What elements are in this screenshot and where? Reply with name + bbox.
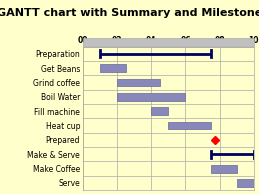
Bar [83, 61, 254, 75]
Bar [151, 107, 168, 115]
Bar [83, 161, 254, 176]
Bar [168, 122, 211, 129]
Bar [83, 75, 254, 90]
Bar [117, 93, 185, 101]
Bar [211, 165, 237, 172]
Bar [83, 176, 254, 190]
Bar [83, 47, 254, 61]
Bar [83, 133, 254, 147]
Bar [100, 64, 126, 72]
Bar [237, 179, 254, 187]
Bar [117, 79, 160, 86]
Bar [83, 104, 254, 118]
Text: GANTT chart with Summary and Milestone: GANTT chart with Summary and Milestone [0, 8, 259, 18]
Bar [83, 90, 254, 104]
Bar [83, 147, 254, 161]
Bar [83, 118, 254, 133]
